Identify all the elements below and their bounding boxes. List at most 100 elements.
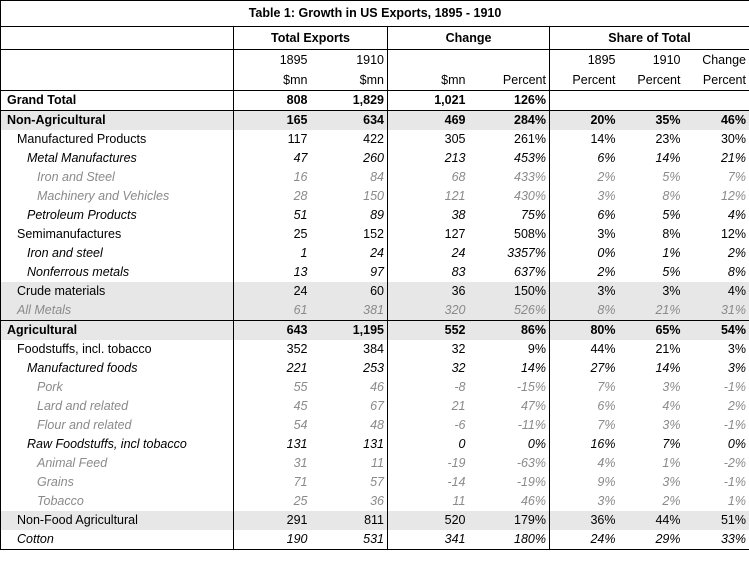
table-title: Table 1: Growth in US Exports, 1895 - 19… xyxy=(0,0,749,27)
value-cell: 261% xyxy=(514,132,546,146)
row-label: Iron and steel xyxy=(0,244,234,263)
value-cell: 86% xyxy=(468,320,550,340)
value-cell: 341 xyxy=(387,530,469,550)
value-cell: 131 xyxy=(233,435,311,454)
value-cell: 24% xyxy=(549,530,619,550)
row-label: Non-Agricultural xyxy=(0,110,234,130)
row-label: Semimanufactures xyxy=(0,225,234,244)
value-cell: 12% xyxy=(683,187,749,206)
value-cell: 31 xyxy=(233,454,311,473)
value-cell: 11 xyxy=(387,492,469,511)
value-cell: 13 xyxy=(233,263,311,282)
unit-change-percent: Percent xyxy=(468,70,550,91)
value-cell: 84 xyxy=(370,170,384,184)
value-cell: 29% xyxy=(618,530,684,550)
value-cell: -11% xyxy=(517,418,546,432)
value-cell: 2% xyxy=(683,397,749,416)
subheader-blank xyxy=(0,49,234,70)
table-row: Nonferrous metals 13 97 83 637% 2% 5% 8% xyxy=(0,263,749,282)
value-cell: 27% xyxy=(549,359,619,378)
value-cell: 150% xyxy=(468,282,550,301)
value-cell: -15% xyxy=(516,380,546,394)
value-cell: 65% xyxy=(618,320,684,340)
value-cell: 0% xyxy=(549,244,619,263)
value-cell: 12% xyxy=(683,225,749,244)
value-cell: 14% xyxy=(655,361,681,375)
value-cell: 14% xyxy=(655,151,681,165)
subheader-share-change: Change xyxy=(683,49,749,70)
exports-table: Table 1: Growth in US Exports, 1895 - 19… xyxy=(0,0,749,550)
value-cell: 8% xyxy=(549,301,619,321)
table-row: Non-Food Agricultural 291 811 520 179% 36% 44%… xyxy=(0,511,749,530)
table-row: Animal Feed 31 11 -19 -63% 4% 1% -2% xyxy=(0,454,749,473)
value-cell: 16% xyxy=(549,435,619,454)
value-cell: 643 xyxy=(233,320,311,340)
row-label: Grains xyxy=(0,473,234,492)
row-label: Manufactured foods xyxy=(0,359,234,378)
value-cell: 384 xyxy=(363,342,384,356)
value-cell: 126% xyxy=(468,90,550,111)
value-cell: 5% xyxy=(662,208,681,222)
value-cell: 6% xyxy=(549,397,619,416)
row-label: Iron and Steel xyxy=(0,168,234,187)
value-cell: 7% xyxy=(683,168,749,187)
value-cell: 54% xyxy=(683,320,749,340)
value-cell: -1% xyxy=(683,378,749,397)
value-cell: 75% xyxy=(520,208,546,222)
value-cell: 1% xyxy=(662,246,681,260)
value-cell: 51 xyxy=(233,206,311,225)
value-cell: 7% xyxy=(549,416,619,435)
unit-1910-mn: $mn xyxy=(310,70,388,91)
table-row: Iron and steel 1 24 24 3357% 0% 1% 2% xyxy=(0,244,749,263)
value-cell: 14% xyxy=(549,130,619,149)
row-label: Metal Manufactures xyxy=(0,149,234,168)
title-row: Table 1: Growth in US Exports, 1895 - 19… xyxy=(0,0,749,27)
subheader-share-1910: 1910 xyxy=(652,52,681,67)
table-row: Flour and related 54 48 -6 -11% 7% 3% -1% xyxy=(0,416,749,435)
value-cell: 47 xyxy=(233,149,311,168)
value-cell xyxy=(549,90,619,111)
value-cell: 320 xyxy=(387,301,469,321)
value-cell: 35% xyxy=(618,110,684,130)
value-cell: 291 xyxy=(233,511,311,530)
table-row: Tobacco 25 36 11 46% 3% 2% 1% xyxy=(0,492,749,511)
value-cell: 2% xyxy=(549,263,619,282)
value-cell xyxy=(683,90,749,111)
row-label: Machinery and Vehicles xyxy=(0,187,234,206)
value-cell: -14 xyxy=(387,473,469,492)
group-header-change: Change xyxy=(387,26,550,50)
value-cell: 4% xyxy=(683,206,749,225)
row-label: Grand Total xyxy=(0,90,234,111)
value-cell: 8% xyxy=(662,189,681,203)
value-cell: 284% xyxy=(468,110,550,130)
row-label: All Metals xyxy=(0,301,234,321)
table-row: Non-Agricultural 165 634 469 284% 20% 35% 46% xyxy=(0,110,749,130)
row-label: Crude materials xyxy=(0,282,234,301)
value-cell: 21% xyxy=(655,342,681,356)
group-header-row: Total Exports Change Share of Total xyxy=(0,26,749,50)
value-cell: 3357% xyxy=(507,246,546,260)
value-cell: 508% xyxy=(514,227,546,241)
group-header-share: Share of Total xyxy=(549,26,749,50)
value-cell: 21 xyxy=(387,397,469,416)
value-cell: 47% xyxy=(520,399,546,413)
value-cell: 5% xyxy=(662,170,681,184)
unit-1895-mn: $mn xyxy=(233,70,311,91)
subheader-1910: 1910 xyxy=(356,52,384,67)
subheader-1895: 1895 xyxy=(233,49,311,70)
value-cell: 32 xyxy=(387,359,469,378)
value-cell: 253 xyxy=(363,361,384,375)
value-cell: -8 xyxy=(387,378,469,397)
table-row: Agricultural 643 1,195 552 86% 80% 65% 54% xyxy=(0,320,749,340)
value-cell: 45 xyxy=(233,397,311,416)
value-cell: 80% xyxy=(549,320,619,340)
unit-share-change-percent: Percent xyxy=(683,70,749,91)
value-cell: 4% xyxy=(683,282,749,301)
value-cell: 20% xyxy=(549,110,619,130)
value-cell: 9% xyxy=(549,473,619,492)
unit-change-mn: $mn xyxy=(387,70,469,91)
value-cell: 637% xyxy=(514,265,546,279)
value-cell: 2% xyxy=(662,494,681,508)
value-cell: 430% xyxy=(514,189,546,203)
table-row: Foodstuffs, incl. tobacco 352 384 32 9% 44% 21… xyxy=(0,340,749,359)
